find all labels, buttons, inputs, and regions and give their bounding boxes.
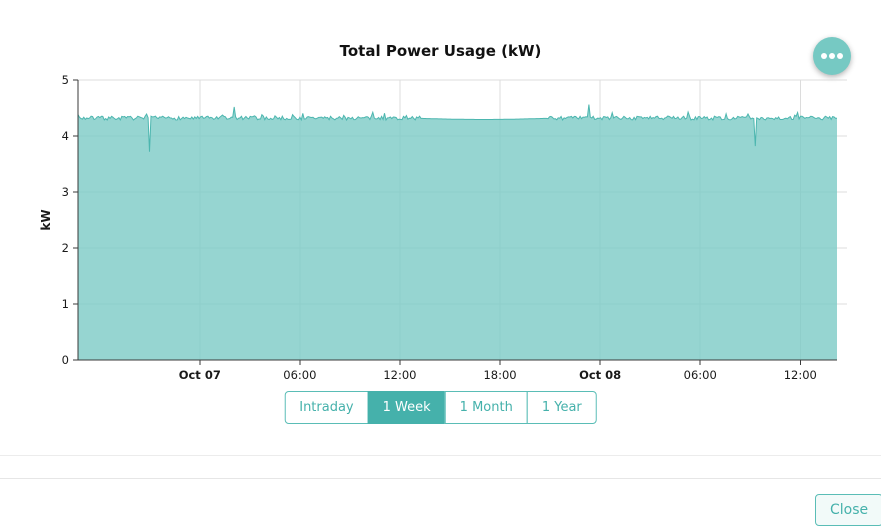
svg-text:12:00: 12:00 [784, 368, 817, 382]
range-1month-button[interactable]: 1 Month [444, 391, 528, 424]
svg-text:18:00: 18:00 [483, 368, 516, 382]
close-button[interactable]: Close [815, 494, 881, 526]
svg-text:12:00: 12:00 [383, 368, 416, 382]
chart-menu-button[interactable] [813, 37, 851, 75]
power-usage-chart: 0 1 2 3 4 5 Oct 07 06:00 12:00 18:00 Oct 08 06:00 12… [39, 73, 847, 382]
divider [0, 478, 881, 479]
range-intraday-button[interactable]: Intraday [284, 391, 369, 424]
svg-text:5: 5 [62, 73, 69, 87]
svg-text:kW: kW [39, 209, 53, 230]
range-1year-button[interactable]: 1 Year [526, 391, 597, 424]
svg-text:1: 1 [62, 297, 69, 311]
svg-text:06:00: 06:00 [684, 368, 717, 382]
svg-text:4: 4 [62, 129, 69, 143]
svg-text:3: 3 [62, 185, 69, 199]
svg-text:0: 0 [62, 353, 69, 367]
divider [0, 455, 881, 456]
chart-title: Total Power Usage (kW) [339, 42, 542, 60]
svg-text:06:00: 06:00 [283, 368, 316, 382]
ellipsis-icon [821, 53, 843, 59]
svg-text:Oct 08: Oct 08 [579, 368, 621, 382]
svg-text:Oct 07: Oct 07 [179, 368, 221, 382]
range-selector: Intraday 1 Week 1 Month 1 Year [284, 391, 597, 424]
range-1week-button[interactable]: 1 Week [367, 391, 446, 424]
svg-text:2: 2 [62, 241, 69, 255]
